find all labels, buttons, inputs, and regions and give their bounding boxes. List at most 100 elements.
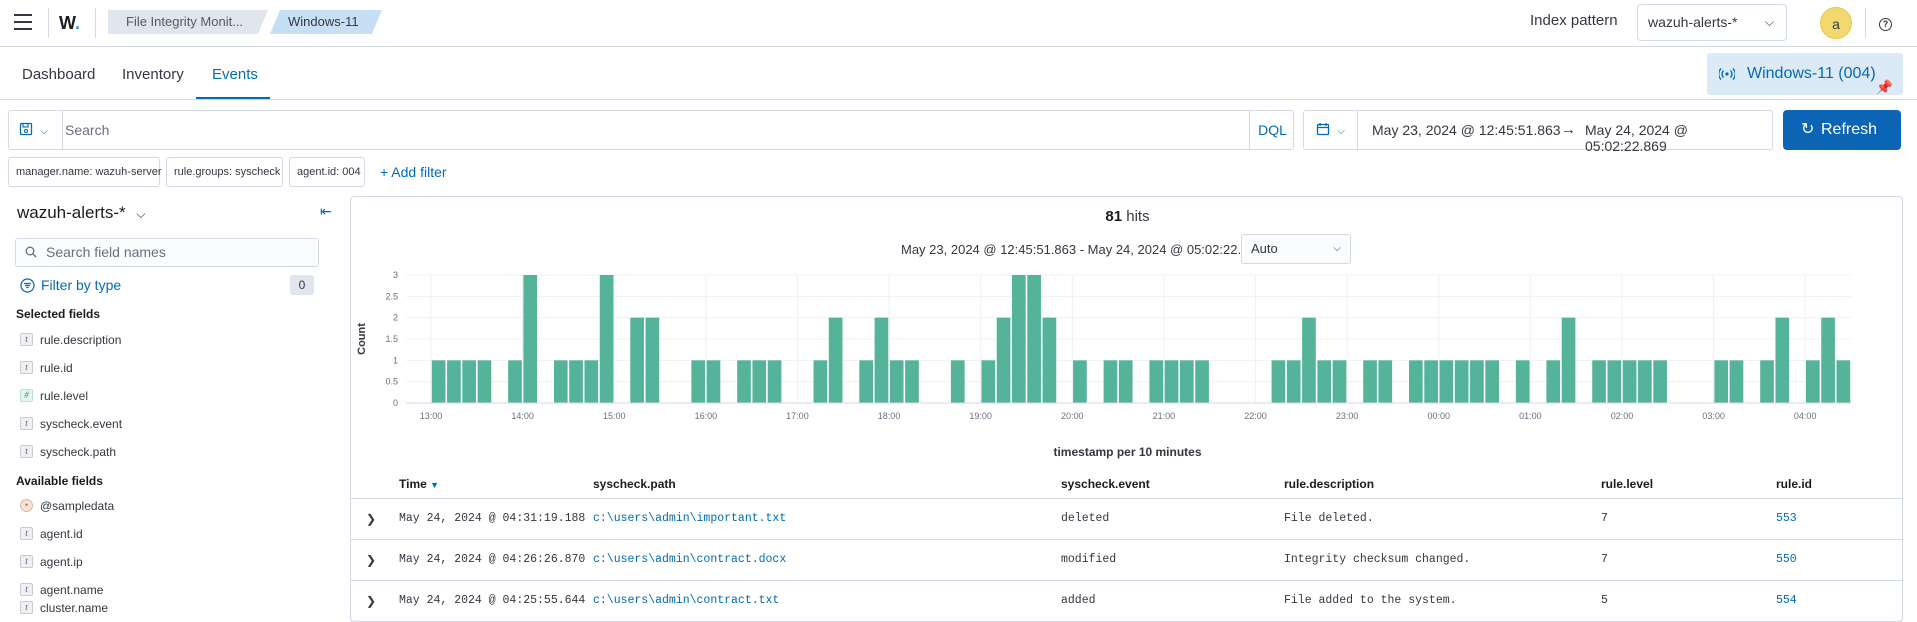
y-tick-label: 0.5 [385, 377, 398, 387]
filter-pill-rule-groups[interactable]: rule.groups: syscheck [166, 157, 283, 187]
histogram-bar [1775, 317, 1790, 403]
y-tick-label: 0 [393, 398, 398, 408]
histogram-bar [752, 360, 767, 403]
field-item[interactable]: t agent.name [20, 581, 103, 599]
interval-select[interactable]: Auto ⌵ [1241, 234, 1351, 264]
start-date[interactable]: May 23, 2024 @ 12:45:51.863 [1372, 122, 1561, 138]
refresh-icon: ↻ [1801, 121, 1815, 138]
x-tick-label: 00:00 [1427, 411, 1450, 421]
expand-row-icon[interactable]: ❯ [366, 553, 377, 567]
breadcrumb-agent[interactable]: Windows-11 [270, 10, 382, 34]
tab-dashboard[interactable]: Dashboard [22, 66, 96, 83]
x-tick-label: 02:00 [1611, 411, 1634, 421]
date-picker: ⌵ May 23, 2024 @ 12:45:51.863 → May 24, … [1303, 110, 1773, 154]
field-item[interactable]: t syscheck.path [20, 443, 116, 461]
cell-rule-id[interactable]: 550 [1776, 553, 1797, 566]
column-header-event[interactable]: syscheck.event [1061, 477, 1150, 491]
x-tick-label: 01:00 [1519, 411, 1542, 421]
column-header-rule-id[interactable]: rule.id [1776, 477, 1813, 491]
field-item[interactable]: t cluster.name [20, 599, 108, 617]
available-fields-heading: Available fields [16, 474, 103, 488]
pin-icon[interactable]: 📌 [1875, 79, 1893, 95]
query-language-button[interactable]: DQL [1249, 111, 1295, 149]
cell-rule-id[interactable]: 554 [1776, 594, 1797, 607]
field-item[interactable]: • @sampledata [20, 497, 114, 515]
filter-pill-agent-id[interactable]: agent.id: 004 [289, 157, 365, 187]
field-item[interactable]: t agent.id [20, 525, 83, 543]
histogram-bar [691, 360, 706, 403]
field-item[interactable]: # rule.level [20, 387, 88, 405]
column-header-description[interactable]: rule.description [1284, 477, 1375, 491]
column-header-level[interactable]: rule.level [1601, 477, 1654, 491]
expand-row-icon[interactable]: ❯ [366, 512, 377, 526]
breadcrumb-module[interactable]: File Integrity Monit... [108, 10, 268, 34]
x-tick-label: 18:00 [878, 411, 901, 421]
index-pattern-switcher[interactable]: wazuh-alerts-* ⌵ [17, 203, 146, 222]
histogram-bar [1485, 360, 1500, 403]
cell-rule-id[interactable]: 553 [1776, 512, 1797, 525]
field-item[interactable]: t rule.id [20, 359, 73, 377]
histogram-bar [1378, 360, 1393, 403]
save-icon [19, 122, 33, 136]
histogram-bar [1821, 317, 1835, 403]
field-search-input[interactable] [46, 244, 306, 260]
collapse-sidebar-icon[interactable]: ⇤ [320, 203, 332, 219]
cell-path[interactable]: c:\users\admin\important.txt [593, 512, 787, 525]
x-tick-label: 13:00 [420, 411, 443, 421]
histogram-bar [1439, 360, 1454, 403]
tab-inventory[interactable]: Inventory [122, 66, 184, 83]
histogram-bar [889, 360, 904, 403]
histogram-bar [1118, 360, 1133, 403]
refresh-button[interactable]: ↻ Refresh [1783, 110, 1901, 150]
cell-level: 7 [1601, 512, 1608, 525]
time-range-text: May 23, 2024 @ 12:45:51.863 - May 24, 20… [901, 242, 1263, 257]
cell-path[interactable]: c:\users\admin\contract.txt [593, 594, 780, 607]
histogram-bar [630, 317, 644, 403]
discover-panel: 81 hits May 23, 2024 @ 12:45:51.863 - Ma… [350, 196, 1903, 622]
y-tick-label: 3 [393, 270, 398, 280]
search-input[interactable] [65, 119, 965, 141]
help-icon: ? [1879, 18, 1892, 31]
help-button[interactable]: ? [1865, 8, 1905, 38]
string-type-icon: t [20, 527, 33, 540]
calendar-icon [1316, 123, 1330, 136]
column-header-time[interactable]: Time ▼ [399, 477, 440, 491]
expand-row-icon[interactable]: ❯ [366, 594, 377, 608]
add-filter-button[interactable]: + Add filter [380, 164, 447, 180]
column-header-path[interactable]: syscheck.path [593, 477, 676, 491]
field-item[interactable]: t agent.ip [20, 553, 83, 571]
saved-queries-button[interactable]: ⌵ [9, 111, 63, 149]
histogram-bar [1592, 360, 1606, 403]
module-tabs: Dashboard Inventory Events Windows-11 (0… [0, 48, 1917, 100]
field-item[interactable]: t syscheck.event [20, 415, 122, 433]
wazuh-logo[interactable]: W. [48, 8, 96, 38]
field-item[interactable]: t rule.description [20, 331, 121, 349]
active-tab-indicator [196, 97, 270, 99]
user-avatar[interactable]: a [1820, 7, 1852, 39]
filter-pill-manager[interactable]: manager.name: wazuh-server [8, 157, 162, 187]
histogram-bar [874, 317, 889, 403]
histogram-bar [1607, 360, 1622, 403]
histogram-bar [1836, 360, 1851, 403]
cell-event: deleted [1061, 512, 1110, 525]
histogram-bar [599, 275, 614, 403]
cell-path[interactable]: c:\users\admin\contract.docx [593, 553, 787, 566]
x-tick-label: 16:00 [695, 411, 718, 421]
menu-icon[interactable] [14, 14, 32, 30]
string-type-icon: t [20, 361, 33, 374]
index-pattern-label: Index pattern [1530, 12, 1618, 29]
quick-select-button[interactable]: ⌵ [1304, 111, 1358, 149]
index-pattern-select[interactable]: wazuh-alerts-* ⌵ [1637, 4, 1787, 41]
filter-by-type-button[interactable]: Filter by type [20, 277, 121, 293]
histogram-bar [508, 360, 522, 403]
x-tick-label: 17:00 [786, 411, 809, 421]
string-type-icon: t [20, 555, 33, 568]
filter-count-badge: 0 [290, 275, 314, 295]
search-icon [25, 246, 37, 258]
signal-icon [1719, 68, 1735, 80]
histogram-bar [706, 360, 721, 403]
histogram-bar [1805, 360, 1820, 403]
end-date[interactable]: May 24, 2024 @ 05:02:22.869 [1585, 122, 1688, 154]
tab-events[interactable]: Events [212, 66, 258, 83]
pinned-agent-badge[interactable]: Windows-11 (004) 📌 [1707, 53, 1903, 95]
